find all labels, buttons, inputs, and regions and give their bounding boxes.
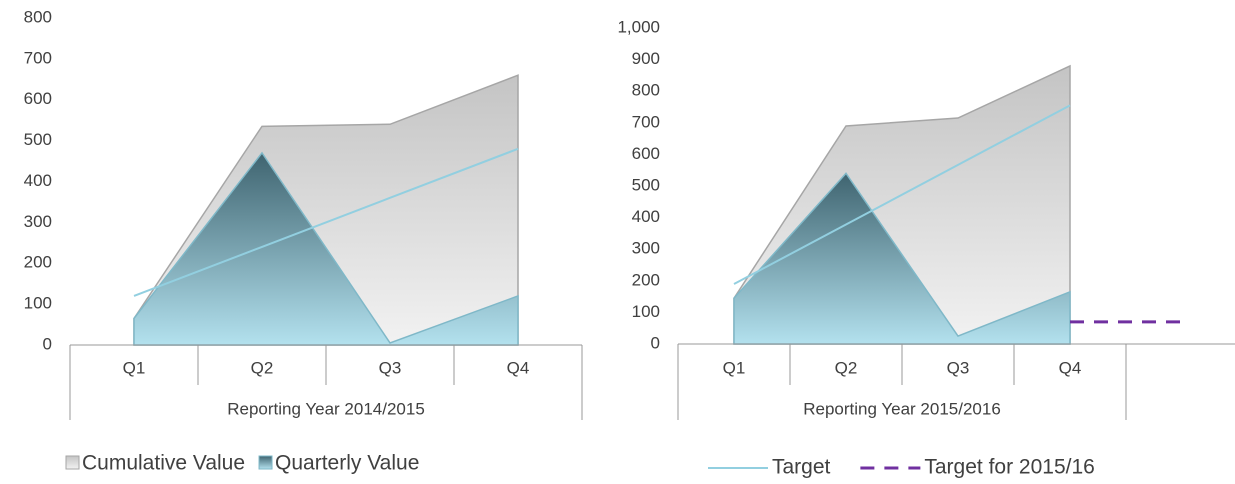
y-tick-label: 500 — [24, 130, 52, 149]
y-tick-label: 300 — [24, 212, 52, 231]
x-tick-label: Q1 — [723, 358, 746, 377]
legend-label: Target for 2015/16 — [924, 456, 1094, 479]
x-tick-label: Q3 — [379, 358, 402, 377]
x-tick-label: Q4 — [507, 358, 530, 377]
x-tick-label: Q2 — [835, 358, 858, 377]
legend-label: Target — [772, 456, 831, 479]
x-tick-label: Q1 — [123, 358, 146, 377]
y-tick-label: 200 — [24, 253, 52, 272]
y-tick-label: 300 — [632, 239, 660, 258]
y-tick-label: 0 — [651, 333, 660, 352]
line — [733, 104, 1071, 285]
legend-label: Quarterly Value — [275, 452, 419, 475]
x-tick-label: Q4 — [1059, 358, 1082, 377]
group-label: Reporting Year 2015/2016 — [803, 399, 1001, 418]
y-tick-label: 100 — [24, 294, 52, 313]
y-tick-label: 700 — [24, 48, 52, 67]
legend-swatch — [65, 455, 80, 470]
y-tick-label: 800 — [632, 81, 660, 100]
y-tick-label: 900 — [632, 49, 660, 68]
y-tick-label: 400 — [24, 171, 52, 190]
y-tick-label: 800 — [24, 7, 52, 26]
y-tick-label: 100 — [632, 302, 660, 321]
legend-swatch — [258, 455, 273, 470]
y-tick-label: 200 — [632, 270, 660, 289]
group-label: Reporting Year 2014/2015 — [227, 399, 425, 418]
y-tick-label: 0 — [43, 334, 52, 353]
y-tick-label: 1,000 — [617, 17, 660, 36]
y-tick-label: 600 — [24, 89, 52, 108]
x-tick-label: Q2 — [251, 358, 274, 377]
y-tick-label: 600 — [632, 144, 660, 163]
line — [133, 147, 519, 297]
y-tick-label: 400 — [632, 207, 660, 226]
x-tick-label: Q3 — [947, 358, 970, 377]
y-tick-label: 500 — [632, 175, 660, 194]
y-tick-label: 700 — [632, 112, 660, 131]
legend-label: Cumulative Value — [82, 452, 245, 475]
